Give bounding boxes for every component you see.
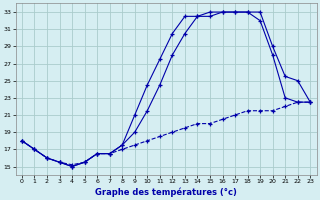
X-axis label: Graphe des températures (°c): Graphe des températures (°c) (95, 187, 237, 197)
